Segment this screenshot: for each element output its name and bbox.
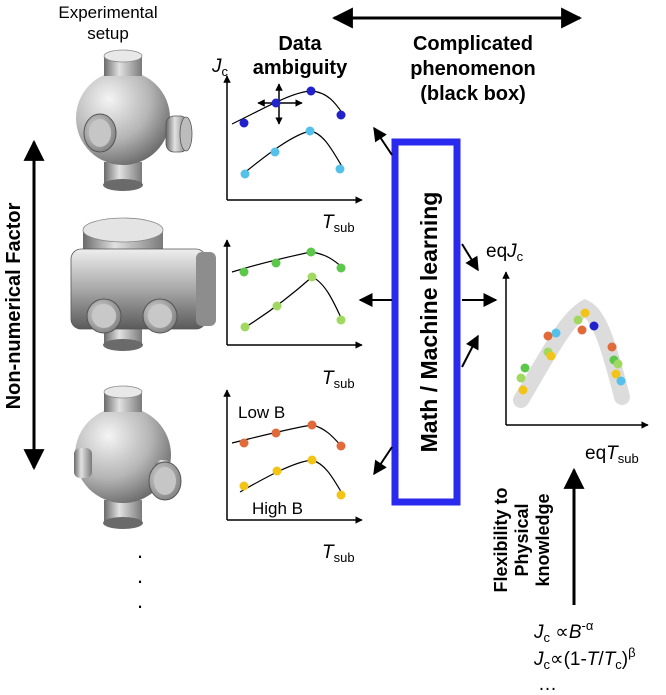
arrow-to-plot-3 <box>373 446 393 476</box>
arrow-to-plot-1 <box>373 126 393 156</box>
non-numerical-factor-label: Non-numerical Factor <box>3 202 25 409</box>
complicated-label-1: Complicated <box>413 33 533 55</box>
low-b-label: Low B <box>238 403 285 422</box>
ellipsis-dot-1: · <box>136 543 143 568</box>
plot-1-y-label: Jc <box>211 56 229 79</box>
arrow-eq-1 <box>461 243 479 272</box>
math-ml-label: Math / Machine learning <box>416 192 442 453</box>
setup-device-2 <box>70 217 216 351</box>
data-ambiguity-label-1: Data <box>278 33 322 55</box>
formula-2: Jc∝(1-T/Tc)β <box>533 645 636 672</box>
formula-ellipsis: … <box>538 674 557 695</box>
experimental-setup-label-2: setup <box>87 24 129 43</box>
eq-plot-y-label: eqJc <box>486 241 524 264</box>
flexibility-label-2: Physical <box>512 503 532 576</box>
plot-3-x-label: Tsub <box>322 542 355 565</box>
flexibility-label-3: knowledge <box>533 493 553 586</box>
plot-1-x-label: Tsub <box>322 212 355 235</box>
flexibility-label: Flexibility to Physical knowledge <box>491 487 553 592</box>
eq-plot-x-label: eqTsub <box>585 443 639 466</box>
plot-2: Tsub <box>223 239 363 391</box>
math-ml-box: Math / Machine learning <box>391 138 461 506</box>
flexibility-label-1: Flexibility to <box>491 487 511 592</box>
high-b-label: High B <box>252 499 303 518</box>
complicated-label-3: (black box) <box>420 83 526 105</box>
setup-device-3 <box>74 385 182 529</box>
experimental-setup-label-1: Experimental <box>58 3 157 22</box>
data-ambiguity-label-2: ambiguity <box>253 57 348 79</box>
plot-2-x-label: Tsub <box>322 368 355 391</box>
ellipsis-dot-2: · <box>136 568 143 593</box>
ellipsis-dot-3: · <box>136 593 143 618</box>
eq-plot: eqJc eqTsub <box>486 241 649 466</box>
plot-1: Jc Tsub <box>211 56 363 235</box>
setup-device-1 <box>76 49 193 191</box>
plot-3: Tsub Low B High B <box>223 389 363 565</box>
formula-1: Jc ∝B-α <box>533 618 594 645</box>
arrow-eq-3 <box>461 334 479 368</box>
complicated-label-2: phenomenon <box>410 58 536 80</box>
